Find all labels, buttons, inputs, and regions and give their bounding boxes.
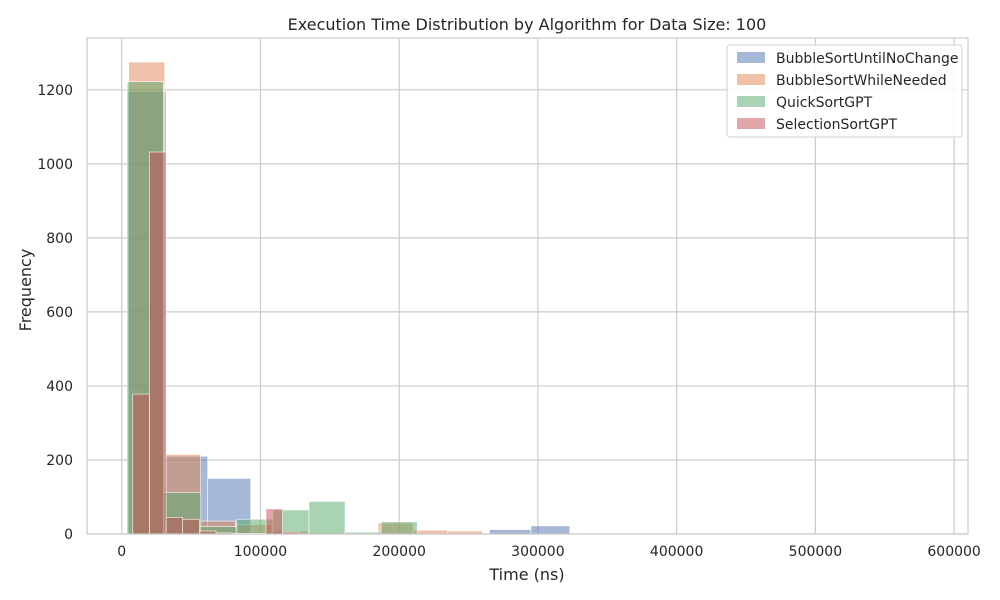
histogram-bar — [182, 518, 200, 535]
legend-swatch — [737, 74, 765, 85]
histogram-bar — [132, 393, 150, 535]
legend-swatch — [737, 118, 765, 129]
y-axis-label: Frequency — [16, 249, 35, 332]
legend-label: BubbleSortUntilNoChange — [776, 51, 958, 67]
x-tick-label: 200000 — [372, 544, 425, 560]
histogram-bar — [308, 501, 346, 535]
x-tick-label: 500000 — [789, 544, 842, 560]
y-tick-label: 1000 — [37, 157, 73, 173]
plot-frame — [86, 37, 969, 535]
legend-swatch — [737, 52, 765, 63]
histogram-bars — [126, 61, 934, 535]
chart-title: Execution Time Distribution by Algorithm… — [288, 15, 767, 34]
x-axis-label: Time (ns) — [488, 565, 564, 584]
histogram-bar — [489, 529, 532, 535]
legend-swatch — [737, 96, 765, 107]
x-axis-ticks: 0 100000 200000 300000 400000 500000 600000 — [117, 544, 981, 560]
x-tick-label: 300000 — [511, 544, 564, 560]
y-axis-ticks: 0 200 400 600 800 1000 1200 — [37, 83, 73, 543]
histogram-bar — [165, 517, 184, 535]
x-tick-label: 0 — [117, 544, 126, 560]
x-tick-label: 400000 — [650, 544, 703, 560]
legend: BubbleSortUntilNoChange BubbleSortWhileNe… — [726, 44, 963, 138]
y-tick-label: 600 — [46, 305, 73, 321]
y-tick-label: 0 — [64, 527, 73, 543]
y-tick-label: 1200 — [37, 83, 73, 99]
histogram-bar — [149, 151, 167, 535]
legend-label: SelectionSortGPT — [776, 117, 898, 133]
legend-box — [726, 44, 963, 138]
y-tick-label: 400 — [46, 379, 73, 395]
histogram-bar — [530, 525, 571, 535]
plot-border — [86, 37, 969, 535]
histogram-bar — [265, 508, 283, 535]
legend-label: QuickSortGPT — [776, 95, 873, 111]
legend-label: BubbleSortWhileNeeded — [776, 73, 947, 89]
histogram-bar — [380, 521, 418, 535]
y-tick-label: 200 — [46, 453, 73, 469]
x-tick-label: 600000 — [927, 544, 980, 560]
x-tick-label: 100000 — [234, 544, 287, 560]
y-tick-label: 800 — [46, 231, 73, 247]
